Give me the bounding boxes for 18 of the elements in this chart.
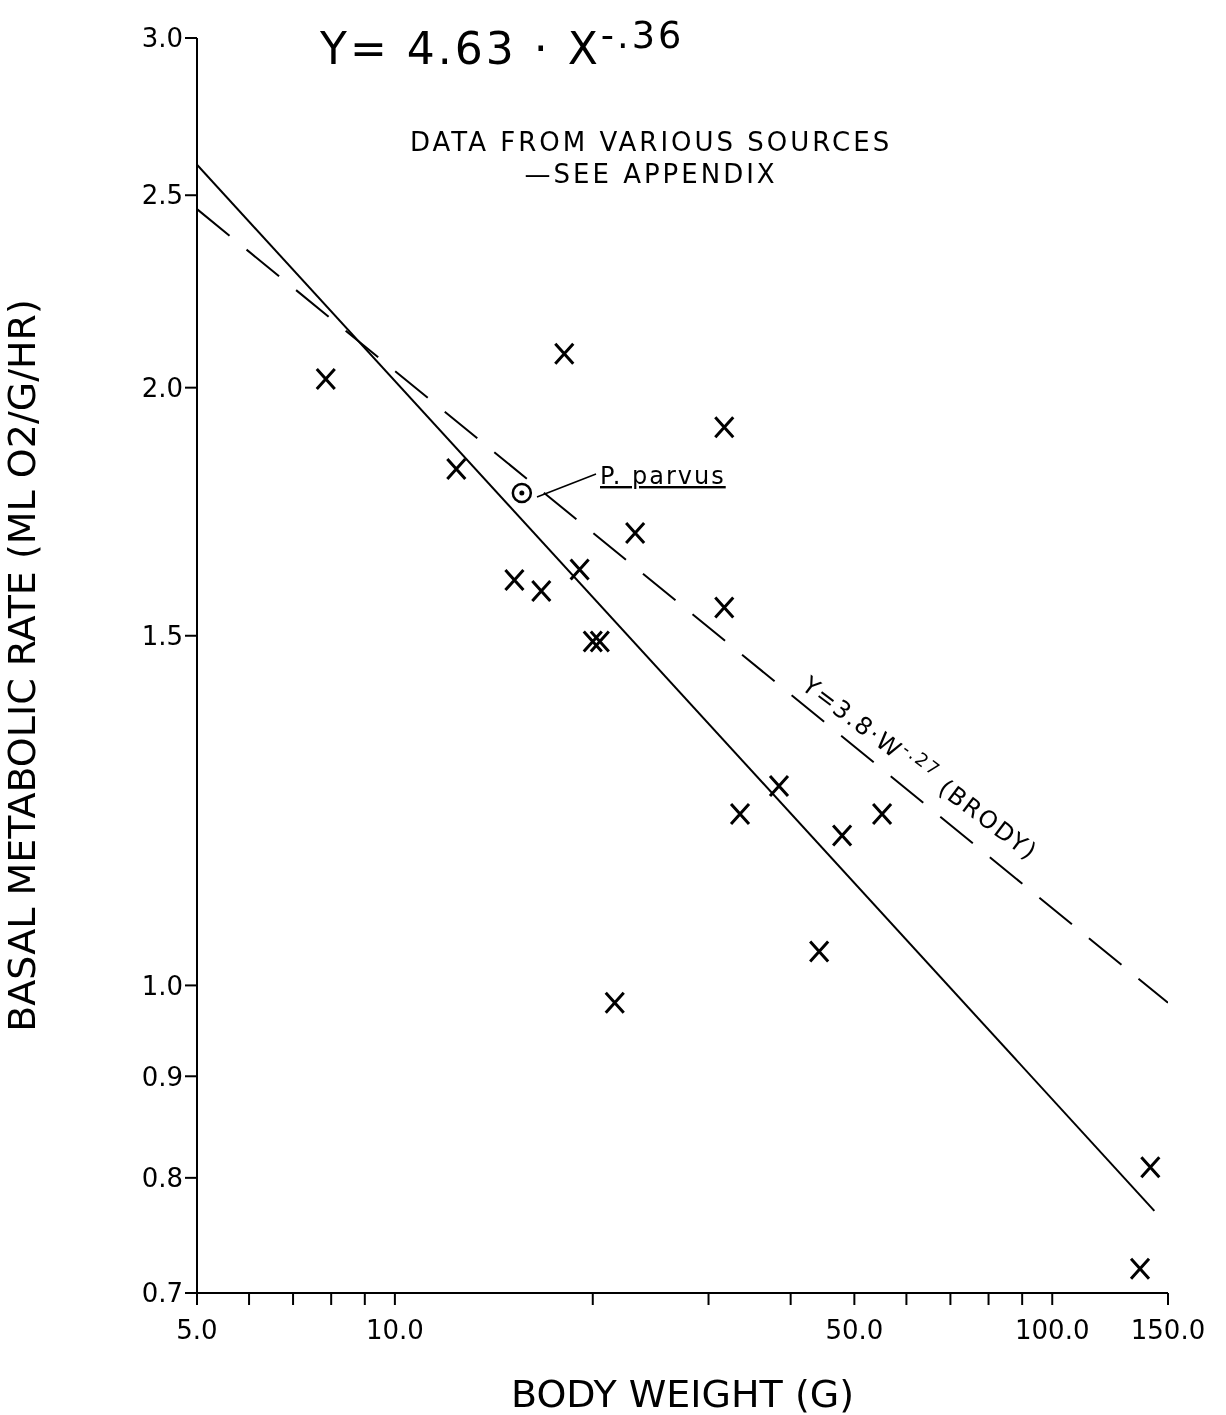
y-axis-title: BASAL METABOLIC RATE (ML O2/G/HR) — [0, 299, 45, 1032]
y-tick-label: 2.5 — [141, 180, 183, 211]
x-tick-label: 150.0 — [1130, 1315, 1206, 1346]
chart-title: Y= 4.63 · X$^{-.36}$ — [320, 14, 685, 74]
x-axis-title: BODY WEIGHT (G) — [511, 1372, 854, 1415]
y-tick-label: 2.0 — [141, 372, 183, 403]
y-tick-label: 1.5 — [141, 620, 183, 651]
y-tick-label: 3.0 — [141, 23, 183, 54]
x-tick-label: 50.0 — [825, 1315, 884, 1346]
x-tick-label: 10.0 — [365, 1315, 424, 1346]
y-tick-label: 0.8 — [141, 1163, 183, 1194]
y-tick-label: 1.0 — [141, 970, 183, 1001]
annotation: DATA FROM VARIOUS SOURCES —SEE APPENDIX — [410, 126, 893, 190]
x-tick-label: 100.0 — [1015, 1315, 1090, 1346]
y-tick-label: 0.7 — [141, 1278, 183, 1309]
annotation: P. parvus — [600, 462, 726, 490]
y-tick-label: 0.9 — [141, 1061, 183, 1092]
x-tick-label: 5.0 — [176, 1315, 218, 1346]
